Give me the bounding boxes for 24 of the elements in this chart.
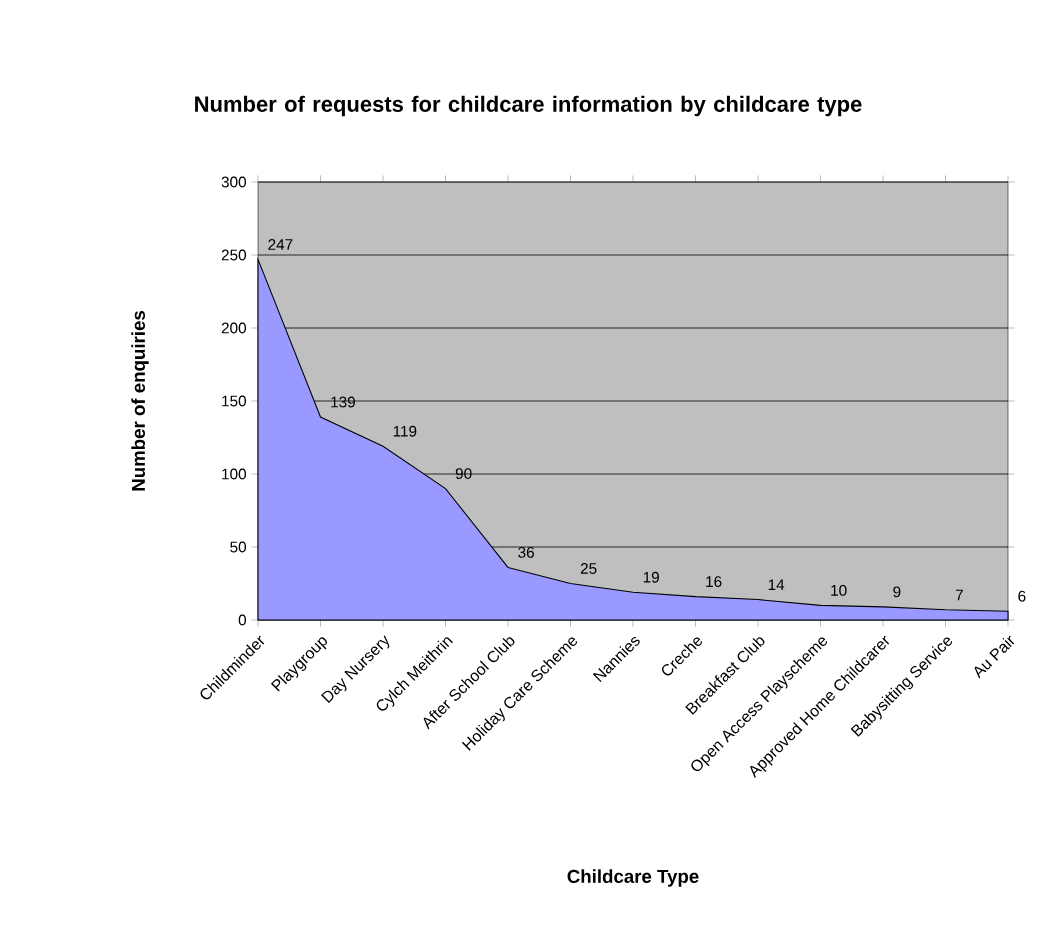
- data-label: 90: [455, 468, 472, 479]
- data-label: 6: [1018, 590, 1026, 602]
- data-label: 36: [518, 546, 534, 558]
- y-tick-label: 50: [230, 541, 247, 553]
- y-tick-label: 250: [221, 249, 247, 261]
- y-tick-label: 0: [238, 614, 247, 626]
- y-axis-title: Number of enquiries: [131, 311, 149, 491]
- y-tick-label: 300: [221, 176, 247, 188]
- y-tick-label: 200: [221, 322, 247, 334]
- data-label: 25: [580, 563, 597, 574]
- data-label: 16: [706, 576, 722, 588]
- data-label: 19: [643, 571, 659, 583]
- data-label: 119: [393, 425, 417, 437]
- data-label: 7: [955, 589, 963, 601]
- x-tick-label: Au Pair: [974, 635, 1015, 679]
- data-label: 247: [268, 239, 293, 250]
- data-label: 139: [331, 396, 355, 408]
- x-axis-title: Childcare Type: [567, 869, 699, 887]
- chart-title: Number of requests for childcare information by childcare type: [195, 95, 862, 117]
- y-tick-label: 150: [222, 395, 247, 407]
- data-label: 9: [893, 586, 901, 598]
- data-label: 14: [768, 579, 785, 590]
- y-tick-label: 100: [222, 468, 247, 480]
- data-label: 10: [831, 584, 847, 596]
